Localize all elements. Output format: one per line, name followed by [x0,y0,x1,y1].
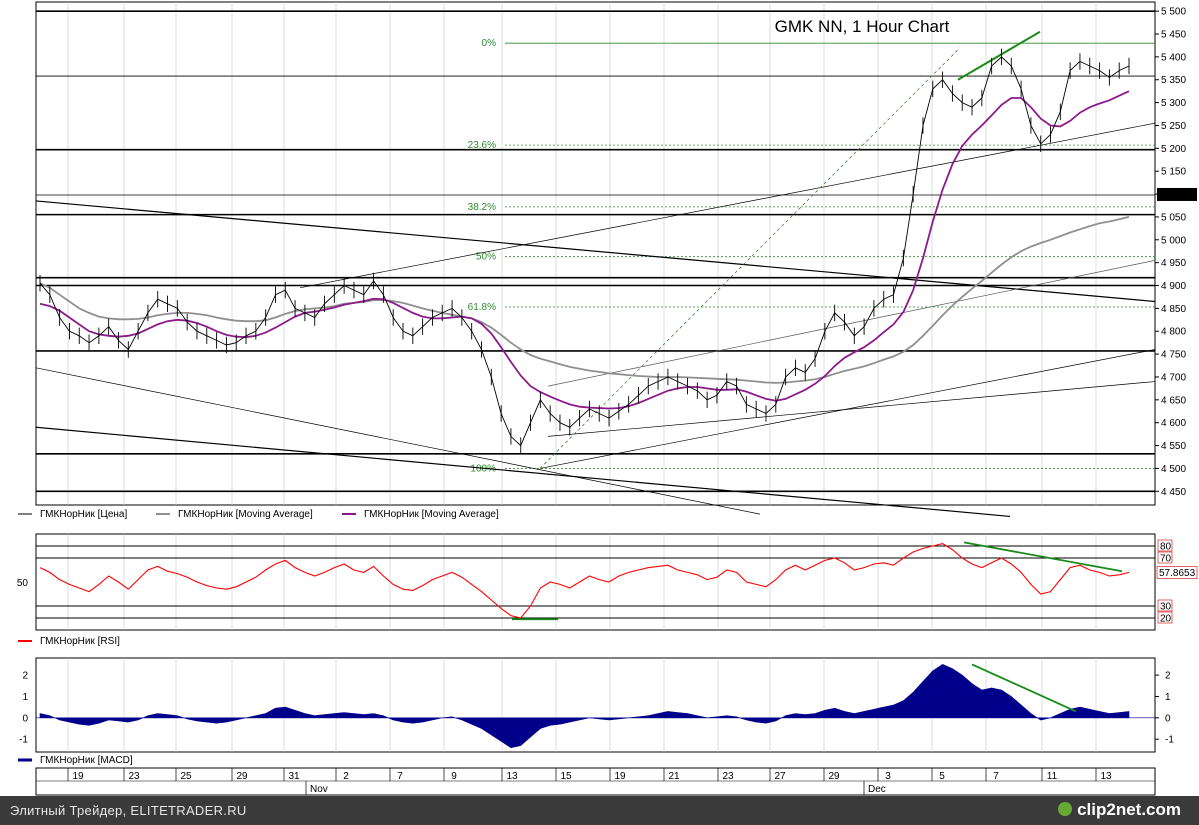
price-y-tick-label: 4 650 [1161,395,1186,406]
x-day-label: 19 [614,771,626,782]
price-y-tick-label: 4 800 [1161,327,1186,338]
ma-fast-line [39,90,1130,410]
price-y-tick-label: 4 850 [1161,304,1186,315]
price-divergence-line [957,30,1041,81]
brand-logo[interactable]: clip2net.com [1058,800,1181,820]
x-day-label: 11 [1047,771,1058,782]
brand-text: clip2net.com [1077,800,1181,819]
x-day-label: 3 [885,771,891,782]
price-y-tick-label: 5 150 [1161,167,1186,178]
legend-label: ГМКНорНик [RSI] [40,636,120,647]
price-y-tick-label: 4 550 [1161,441,1186,452]
rsi-last-value-box [1156,566,1198,579]
x-day-label: 19 [72,771,84,782]
price-y-tick-label: 4 950 [1161,258,1186,269]
price-panel [35,1,1156,506]
brand-dot-icon [1058,802,1073,816]
x-day-label: 29 [828,771,840,782]
price-trendline [299,122,1156,289]
legend-label: ГМКНорНик [Цена] [40,509,127,520]
macd-y-tick-label-right: 0 [1165,713,1171,724]
x-day-label: 29 [236,771,248,782]
price-y-tick-label: 5 000 [1161,235,1186,246]
price-y-tick-label: 4 500 [1161,464,1186,475]
price-y-tick-label: 4 600 [1161,418,1186,429]
x-month-label: Nov [310,784,328,795]
price-y-tick-label: 4 700 [1161,372,1186,383]
price-trendline [547,381,1156,437]
rsi-level-label: 80 [1160,542,1172,553]
rsi-panel [35,533,1156,631]
price-y-tick-label: 5 200 [1161,144,1186,155]
x-day-label: 7 [993,771,999,782]
x-day-label: 5 [939,771,945,782]
fib-level-label: 38.2% [468,202,496,213]
price-series-line [39,56,1130,447]
price-y-tick-label: 4 450 [1161,487,1186,498]
macd-y-tick-label-left: 2 [22,671,28,682]
price-trendline [547,260,1156,387]
chart-title: GMK NN, 1 Hour Chart [775,17,950,36]
x-day-label: 2 [343,771,349,782]
rsi-level-label: 30 [1160,602,1172,613]
macd-divergence-line [971,663,1077,713]
price-y-tick-label: 5 400 [1161,52,1186,63]
rsi-line [39,543,1130,619]
x-day-label: 27 [774,771,786,782]
chart-canvas: 4 450 4 500 4 550 4 600 4 650 4 700 4 750 4 800… [17,1,1198,796]
x-day-label: 13 [506,771,518,782]
fib-level-label: 23.6% [468,140,496,151]
price-y-tick-label: 5 350 [1161,75,1186,86]
rsi-level-label: 20 [1160,614,1172,625]
x-day-label: 25 [180,771,192,782]
x-day-label: 23 [722,771,734,782]
fib-level-label: 100% [470,463,496,474]
legend-label: ГМКНорНик [Moving Average] [178,509,313,520]
x-day-label: 13 [1100,771,1112,782]
rsi-level-label: 70 [1160,554,1172,565]
ma-slow-line [39,216,1130,384]
price-y-tick-label: 5 250 [1161,121,1186,132]
price-trendline [35,200,1156,303]
x-day-label: 21 [668,771,680,782]
legend-label: ГМКНорНик [Moving Average] [364,509,499,520]
x-day-label: 15 [560,771,572,782]
price-y-tick-label: 5 300 [1161,98,1186,109]
x-month-label: Dec [868,784,886,795]
price-y-tick-label: 5 500 [1161,7,1186,18]
macd-y-tick-label-right: 1 [1165,692,1171,703]
x-day-label: 9 [451,771,457,782]
price-last-value-box [1157,187,1197,201]
macd-y-tick-label-right: 2 [1165,671,1171,682]
price-y-tick-label: 5 050 [1161,212,1186,223]
price-last-value-label: 5098.0 [1160,190,1191,201]
rsi-level-box [1157,551,1173,564]
fib-level-label: 61.8% [468,302,496,313]
rsi-last-value-label: 57.8653 [1159,568,1196,579]
price-trendline [35,426,1011,518]
fib-level-label: 50% [476,252,496,263]
price-y-tick-label: 4 750 [1161,350,1186,361]
footer-text: Элитный Трейдер, ELITETRADER.RU [10,803,247,818]
macd-y-tick-label-right: -1 [1165,735,1174,746]
x-axis-panel [35,767,1156,796]
footer-bar: Элитный Трейдер, ELITETRADER.RU clip2net… [0,796,1199,825]
rsi-level-box [1157,611,1173,624]
x-day-label: 23 [128,771,140,782]
macd-y-tick-label-left: 0 [22,713,28,724]
price-trendline [539,349,1156,469]
rsi-level-box [1157,539,1173,552]
fib-level-label: 0% [482,38,497,49]
rsi-axis-label: 50 [17,578,29,589]
x-day-label: 7 [397,771,403,782]
x-day-label: 31 [288,771,300,782]
price-y-tick-label: 5 450 [1161,30,1186,41]
price-y-tick-label: 4 900 [1161,281,1186,292]
rsi-divergence-line [963,541,1123,573]
macd-y-tick-label-left: 1 [22,692,28,703]
rsi-level-box [1157,599,1173,612]
legend-label: ГМКНорНик [MACD] [40,755,133,766]
price-trendline [35,367,761,515]
macd-y-tick-label-left: -1 [19,735,28,746]
